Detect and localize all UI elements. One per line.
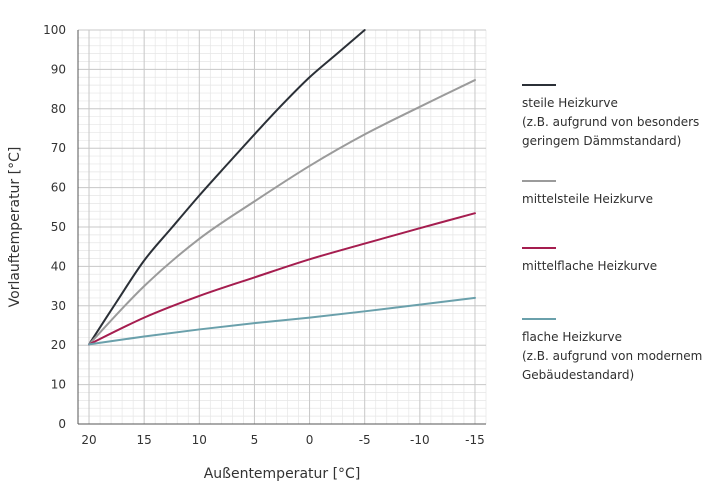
y-tick-label: 90: [51, 62, 66, 76]
x-tick-label: 0: [306, 433, 314, 447]
y-tick-label: 0: [58, 417, 66, 431]
series-line-4: [88, 296, 476, 346]
y-tick-label: 30: [51, 299, 66, 313]
series-line-1: [88, 29, 366, 346]
x-tick-label: -5: [359, 433, 371, 447]
legend-swatch-2: [522, 180, 556, 182]
y-tick-label: 80: [51, 102, 66, 116]
legend-swatch-4: [522, 318, 556, 320]
y-tick-label: 20: [51, 338, 66, 352]
x-tick-label: -15: [465, 433, 485, 447]
series-line-2: [88, 79, 476, 346]
y-tick-label: 60: [51, 181, 66, 195]
x-tick-label: 10: [192, 433, 207, 447]
x-tick-label: 15: [137, 433, 152, 447]
legend-swatch-1: [522, 84, 556, 86]
x-axis-title: Außentemperatur [°C]: [204, 466, 361, 482]
legend-label-2: mittelsteile Heizkurve: [522, 192, 653, 206]
legend-swatch-3: [522, 247, 556, 249]
y-tick-label: 10: [51, 378, 66, 392]
x-tick-label: -10: [410, 433, 430, 447]
y-tick-label: 40: [51, 259, 66, 273]
legend-label-1: steile Heizkurve (z.B. aufgrund von beson…: [522, 96, 700, 148]
y-axis-title: Vorlauftemperatur [°C]: [7, 147, 23, 308]
legend-label-4: flache Heizkurve (z.B. aufgrund von moder…: [522, 330, 703, 382]
major-grid: [78, 29, 486, 425]
x-tick-label: 20: [81, 433, 96, 447]
x-tick-label: 5: [251, 433, 259, 447]
y-tick-label: 70: [51, 141, 66, 155]
legend-label-3: mittelflache Heizkurve: [522, 259, 658, 273]
y-tick-label: 100: [43, 23, 66, 37]
y-tick-label: 50: [51, 220, 66, 234]
series-line-3: [88, 212, 476, 346]
